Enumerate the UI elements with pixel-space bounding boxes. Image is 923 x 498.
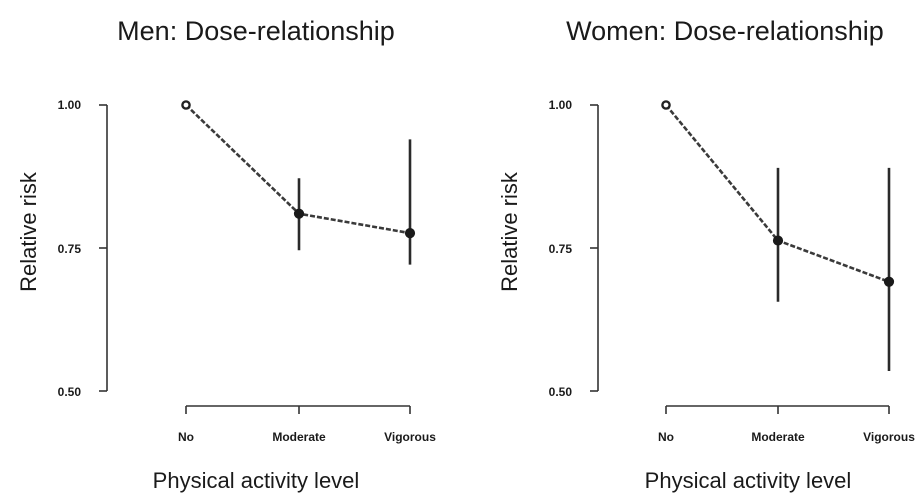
data-point <box>293 208 305 219</box>
data-point <box>772 235 784 246</box>
y-axis-label: Relative risk <box>16 171 41 292</box>
x-tick-label: No <box>178 430 194 444</box>
y-tick-label: 0.50 <box>549 385 573 399</box>
data-point <box>883 276 895 287</box>
y-tick-label: 1.00 <box>549 98 573 112</box>
chart-title: Men: Dose-relationship <box>117 16 395 46</box>
reference-point <box>181 100 191 110</box>
data-point <box>404 228 416 239</box>
y-tick-label: 0.50 <box>58 385 82 399</box>
x-tick-label: Vigorous <box>384 430 436 444</box>
y-axis-label: Relative risk <box>497 171 522 292</box>
plot-marks <box>590 100 895 414</box>
reference-point <box>661 100 671 110</box>
y-tick-label: 1.00 <box>58 98 82 112</box>
x-tick-label: No <box>658 430 674 444</box>
panel-men: Men: Dose-relationship Physical activity… <box>16 16 436 493</box>
x-tick-label: Vigorous <box>863 430 915 444</box>
x-tick-label: Moderate <box>272 430 326 444</box>
y-tick-label: 0.75 <box>549 242 573 256</box>
x-axis-label: Physical activity level <box>153 468 360 493</box>
y-tick-label: 0.75 <box>58 242 82 256</box>
plot-marks <box>99 100 416 414</box>
x-tick-label: Moderate <box>751 430 805 444</box>
panel-women: Women: Dose-relationship Physical activi… <box>497 16 915 493</box>
x-axis-label: Physical activity level <box>645 468 852 493</box>
chart-title: Women: Dose-relationship <box>566 16 884 46</box>
